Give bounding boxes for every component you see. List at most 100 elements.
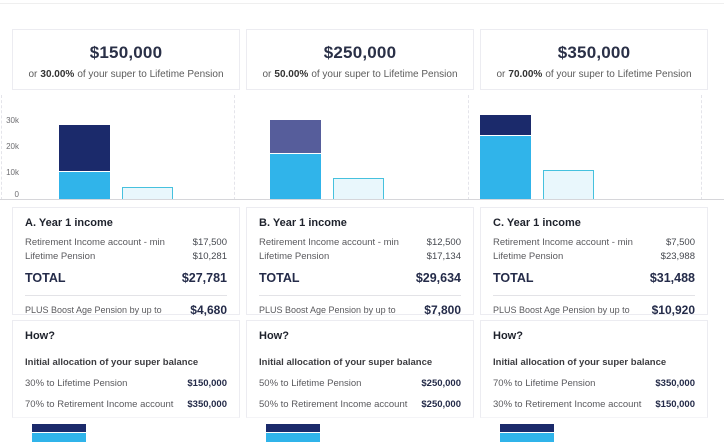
- option-a-amount: $150,000: [89, 43, 163, 62]
- option-b-percent: 50.00%: [274, 69, 309, 80]
- allocation-value: $150,000: [655, 399, 695, 410]
- stacked-bar-A[interactable]: [59, 125, 110, 199]
- total-value: $29,634: [415, 271, 461, 285]
- how-subtitle: Initial allocation of your super balance: [25, 357, 199, 368]
- y-axis-tick-0: 0: [14, 190, 19, 199]
- allocation-label: 70% to Retirement Income account: [25, 399, 174, 410]
- fragment-bottom-segment: [266, 433, 320, 442]
- boost-value: $7,800: [424, 303, 461, 317]
- bar-segment[interactable]: [270, 154, 321, 199]
- bar-segment[interactable]: [59, 125, 110, 171]
- income-row-value: $7,500: [665, 237, 695, 248]
- total-label: TOTAL: [493, 271, 534, 285]
- option-c-suffix: of your super to Lifetime Pension: [545, 69, 692, 80]
- how-subtitle: Initial allocation of your super balance: [493, 357, 667, 368]
- option-c-subtext: or 70.00% of your super to Lifetime Pensio…: [481, 69, 707, 80]
- option-c-income-card: C. Year 1 income Retirement Income accou…: [480, 207, 708, 317]
- boost-value: $4,680: [190, 303, 227, 317]
- option-c-prefix: or: [496, 69, 506, 80]
- chart-separator: [701, 95, 702, 200]
- option-a-income-card: A. Year 1 income Retirement Income accou…: [12, 207, 240, 317]
- allocation-row: 50% to Retirement Income account $250,000: [259, 399, 461, 410]
- how-subtitle: Initial allocation of your super balance: [259, 357, 433, 368]
- allocation-label: 30% to Retirement Income account: [493, 399, 642, 410]
- income-total-row: TOTAL $29,634: [259, 271, 461, 285]
- income-row-label: Retirement Income account - min: [25, 237, 165, 248]
- cutoff-chart-fragment: [32, 424, 86, 442]
- chart-separator: [234, 95, 235, 200]
- total-label: TOTAL: [259, 271, 300, 285]
- how-title: How?: [493, 330, 523, 342]
- bar-segment[interactable]: [59, 172, 110, 199]
- option-c-header-card: $350,000 or 70.00% of your super to Lifeti…: [480, 29, 708, 90]
- bar-segment[interactable]: [480, 115, 531, 135]
- income-row: Lifetime Pension $17,134: [259, 251, 461, 262]
- allocation-row: 70% to Lifetime Pension $350,000: [493, 378, 695, 389]
- option-a-header-card: $150,000 or 30.00% of your super to Lifeti…: [12, 29, 240, 90]
- income-row-label: Retirement Income account - min: [493, 237, 633, 248]
- income-row-label: Lifetime Pension: [25, 251, 96, 262]
- income-row-value: $10,281: [192, 251, 227, 262]
- divider: [25, 295, 227, 296]
- allocation-value: $250,000: [421, 378, 461, 389]
- option-a-how-card: How? Initial allocation of your super ba…: [12, 320, 240, 418]
- x-axis-line: [0, 199, 724, 200]
- y-axis-tick-10k: 10k: [6, 168, 19, 177]
- allocation-row: 70% to Retirement Income account $350,000: [25, 399, 227, 410]
- total-value: $27,781: [181, 271, 227, 285]
- allocation-value: $250,000: [421, 399, 461, 410]
- option-b-subtext: or 50.00% of your super to Lifetime Pensio…: [247, 69, 473, 80]
- option-a-percent: 30.00%: [40, 69, 75, 80]
- option-b-income-card: B. Year 1 income Retirement Income accou…: [246, 207, 474, 317]
- income-row-value: $17,134: [426, 251, 461, 262]
- income-row-value: $12,500: [426, 237, 461, 248]
- fragment-bottom-segment: [500, 433, 554, 442]
- cutoff-chart-fragment: [266, 424, 320, 442]
- allocation-row: 50% to Lifetime Pension $250,000: [259, 378, 461, 389]
- income-row-value: $17,500: [192, 237, 227, 248]
- income-row: Lifetime Pension $23,988: [493, 251, 695, 262]
- chart-separator: [1, 95, 2, 200]
- option-b-prefix: or: [262, 69, 272, 80]
- allocation-value: $350,000: [655, 378, 695, 389]
- total-label: TOTAL: [25, 271, 66, 285]
- option-c-how-card: How? Initial allocation of your super ba…: [480, 320, 708, 418]
- stacked-bar-C[interactable]: [480, 115, 531, 199]
- income-row: Retirement Income account - min $7,500: [493, 237, 695, 248]
- fragment-top-segment: [500, 424, 554, 432]
- fragment-top-segment: [32, 424, 86, 432]
- total-value: $31,488: [649, 271, 695, 285]
- cutoff-chart-fragment: [500, 424, 554, 442]
- allocation-row: 30% to Retirement Income account $150,000: [493, 399, 695, 410]
- income-total-row: TOTAL $27,781: [25, 271, 227, 285]
- option-b-suffix: of your super to Lifetime Pension: [311, 69, 458, 80]
- boost-label: PLUS Boost Age Pension by up to: [25, 305, 162, 315]
- income-title: A. Year 1 income: [25, 217, 113, 229]
- y-axis-tick-30k: 30k: [6, 116, 19, 125]
- allocation-label: 50% to Retirement Income account: [259, 399, 408, 410]
- income-row: Retirement Income account - min $17,500: [25, 237, 227, 248]
- allocation-value: $150,000: [187, 378, 227, 389]
- stacked-bar-B[interactable]: [270, 120, 321, 199]
- chart-separator: [468, 95, 469, 200]
- boost-bar-C[interactable]: [543, 170, 594, 199]
- income-total-row: TOTAL $31,488: [493, 271, 695, 285]
- fragment-top-segment: [266, 424, 320, 432]
- how-title: How?: [259, 330, 289, 342]
- income-row-label: Lifetime Pension: [259, 251, 330, 262]
- option-a-suffix: of your super to Lifetime Pension: [77, 69, 224, 80]
- income-title: B. Year 1 income: [259, 217, 347, 229]
- income-row: Lifetime Pension $10,281: [25, 251, 227, 262]
- bar-segment[interactable]: [480, 136, 531, 199]
- how-title: How?: [25, 330, 55, 342]
- income-row-value: $23,988: [660, 251, 695, 262]
- boost-bar-A[interactable]: [122, 187, 173, 199]
- boost-pension-row: PLUS Boost Age Pension by up to $4,680: [25, 303, 227, 317]
- allocation-value: $350,000: [187, 399, 227, 410]
- boost-bar-B[interactable]: [333, 178, 384, 199]
- boost-pension-row: PLUS Boost Age Pension by up to $7,800: [259, 303, 461, 317]
- boost-value: $10,920: [651, 303, 695, 317]
- income-row-label: Lifetime Pension: [493, 251, 564, 262]
- option-c-percent: 70.00%: [508, 69, 543, 80]
- bar-segment[interactable]: [270, 120, 321, 153]
